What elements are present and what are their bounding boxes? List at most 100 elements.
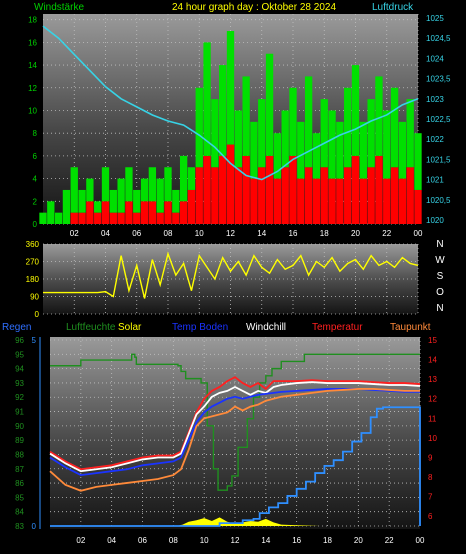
rain-line [50, 406, 421, 527]
x-tick-label: 02 [76, 536, 85, 545]
gust-bar [351, 155, 360, 224]
temperature-y-ticks: 6 7 8 9 10 11 12 13 14 15 [428, 336, 437, 521]
wind-tick-label: 0 [33, 220, 38, 229]
legend-entry: Temperatur [312, 322, 363, 333]
gust-bar [172, 212, 180, 224]
pressure-tick-label: 1025 [426, 14, 444, 23]
gust-bar [328, 178, 336, 224]
legend-entry: Windchill [246, 322, 286, 333]
gust-bar [359, 178, 367, 224]
pressure-series [42, 25, 419, 181]
legend: Regen Luftfeuchte Solar Temp Boden Windchill… [2, 322, 431, 333]
wind-bar [140, 178, 149, 202]
humidity-tick-label: 90 [15, 422, 24, 431]
wind-bar [375, 76, 383, 156]
pressure-tick-label: 1023,5 [426, 75, 451, 84]
gust-bar [273, 178, 282, 224]
temperature-tick-label: 13 [428, 375, 437, 384]
wind-tick-label: 6 [33, 152, 38, 161]
legend-entry: Regen [2, 322, 31, 333]
gust-bar [336, 178, 344, 224]
x-tick-label: 06 [132, 229, 141, 238]
x-tick-label: 10 [195, 229, 204, 238]
pressure-tick-label: 1024,5 [426, 34, 451, 43]
x-tick-label: 16 [289, 229, 298, 238]
graph-title: 24 hour graph day : Oktober 28 2024 [172, 2, 336, 13]
wind-bar [39, 212, 47, 224]
x-tick-label: 00 [416, 536, 425, 545]
gust-bar [195, 167, 203, 224]
x-tick-label: 06 [138, 536, 147, 545]
gust-bar [140, 201, 149, 224]
wind-tick-label: 8 [33, 129, 38, 138]
wind-bar [336, 121, 344, 179]
temperature-tick-label: 12 [428, 395, 437, 404]
legend-entry: Temp Boden [172, 322, 228, 333]
gust-bar [375, 155, 383, 224]
humidity-tick-label: 92 [15, 393, 24, 402]
direction-tick-label: 0 [35, 310, 40, 319]
wind-bar [195, 87, 203, 168]
gust-bar [148, 201, 157, 224]
legend-entry: Taupunkt [390, 322, 431, 333]
x-tick-label: 16 [292, 536, 301, 545]
temperature-tick-label: 11 [428, 414, 437, 423]
gust-bar [156, 212, 164, 224]
wind-bar [86, 178, 94, 202]
wind-y-ticks: 0 2 4 6 8 10 12 14 16 18 [28, 16, 37, 229]
gust-bar [125, 201, 133, 224]
legend-entry: Luftfeuchte [66, 322, 116, 333]
climate-series [49, 353, 421, 527]
x-tick-label: 08 [164, 229, 173, 238]
pressure-tick-label: 1022 [426, 135, 444, 144]
wind-bar [203, 42, 211, 156]
x-tick-label: 20 [351, 229, 360, 238]
wind-bar [172, 189, 180, 213]
gust-bar [226, 144, 235, 224]
rain-tick-label: 5 [32, 336, 37, 345]
wind-bar [117, 178, 125, 213]
gust-bar [187, 189, 196, 224]
humidity-tick-label: 93 [15, 379, 24, 388]
dewpoint-line [49, 388, 420, 492]
wind-bar [47, 201, 55, 224]
wind-bar [406, 99, 414, 168]
wind-bar [250, 121, 258, 179]
wind-bar [211, 99, 219, 168]
gust-bar [211, 167, 219, 224]
pressure-tick-label: 1023 [426, 95, 444, 104]
direction-tick-label: 90 [30, 293, 39, 302]
gust-bar [133, 212, 141, 224]
compass-letter: N [436, 303, 443, 314]
rain-tick-label: 0 [32, 522, 37, 531]
climate-x-ticks: 02 04 06 08 10 12 14 16 18 20 22 00 [76, 536, 425, 545]
x-tick-label: 04 [101, 229, 110, 238]
gust-bar [101, 201, 110, 224]
pressure-tick-label: 1022,5 [426, 115, 451, 124]
gust-bar [242, 155, 250, 224]
wind-bar [281, 110, 289, 168]
gust-bar [78, 212, 86, 224]
wind-bar [258, 99, 266, 168]
gust-bar [70, 212, 78, 224]
gust-bar [234, 167, 242, 224]
humidity-tick-label: 94 [15, 365, 24, 374]
gust-bar [297, 178, 305, 224]
wind-bar [297, 121, 305, 179]
wind-bar [265, 53, 274, 156]
wind-tick-label: 4 [33, 175, 38, 184]
wind-bar [101, 167, 110, 202]
wind-bar [109, 189, 117, 213]
wind-bar [414, 133, 422, 190]
wind-bar [289, 87, 297, 156]
gust-bar [258, 167, 266, 224]
gust-bar [414, 189, 422, 224]
solar-area [50, 517, 420, 526]
wind-bar [125, 167, 133, 202]
wind-bar [344, 87, 352, 168]
pressure-tick-label: 1020 [426, 216, 444, 225]
wind-bar [304, 76, 313, 168]
wind-bar [234, 110, 242, 168]
